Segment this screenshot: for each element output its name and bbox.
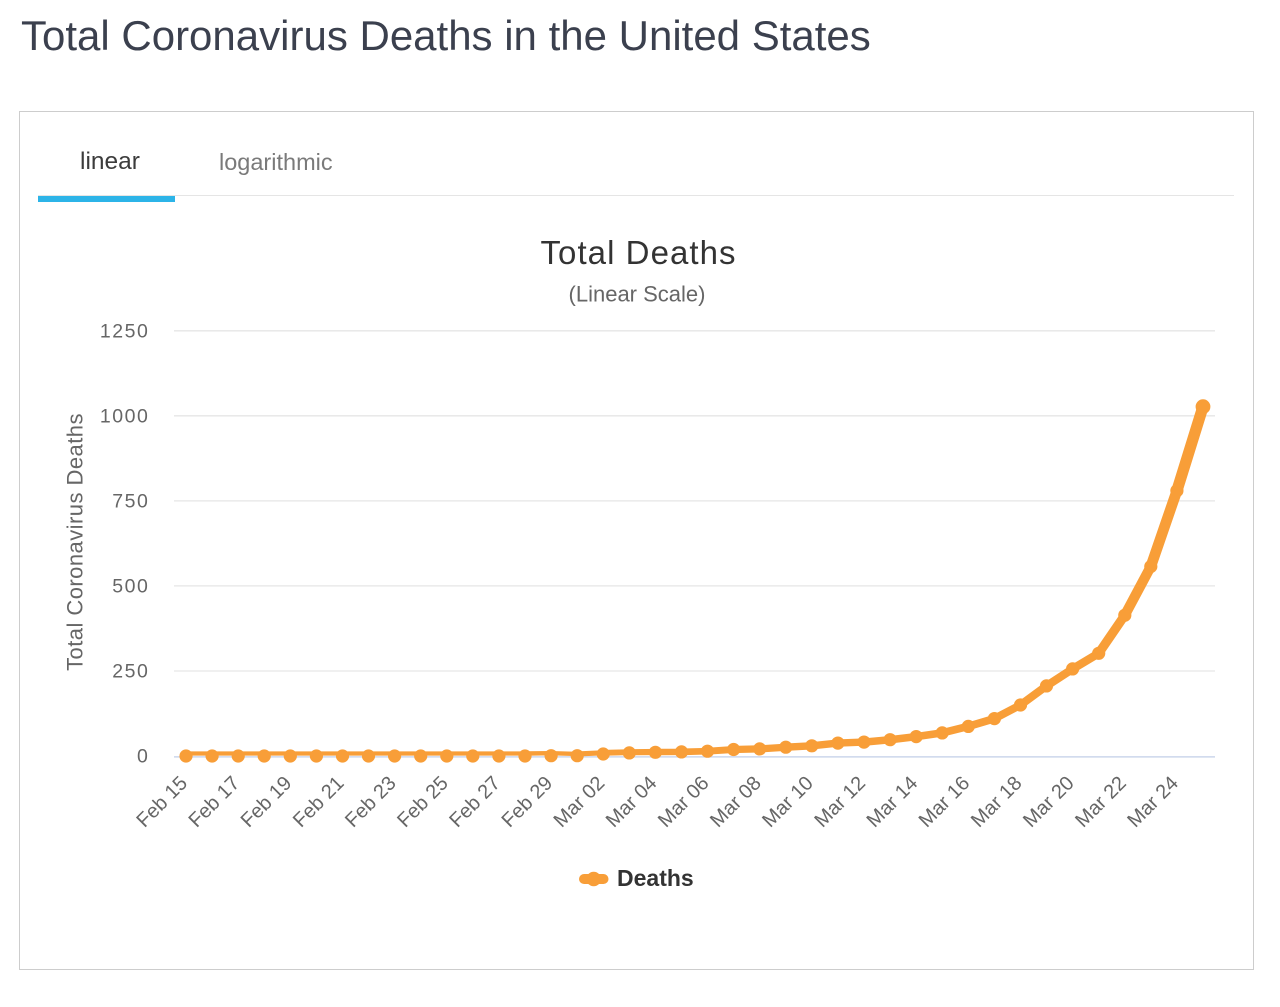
svg-text:Feb 27: Feb 27 xyxy=(445,772,505,832)
svg-text:Mar 16: Mar 16 xyxy=(915,772,975,832)
svg-text:Mar 12: Mar 12 xyxy=(810,772,870,832)
svg-text:Mar 10: Mar 10 xyxy=(758,772,818,832)
svg-text:Mar 06: Mar 06 xyxy=(654,772,714,832)
svg-text:Mar 24: Mar 24 xyxy=(1123,772,1183,832)
svg-text:Mar 04: Mar 04 xyxy=(602,772,662,832)
svg-text:Mar 14: Mar 14 xyxy=(863,772,923,832)
svg-text:250: 250 xyxy=(112,661,149,683)
svg-text:Feb 25: Feb 25 xyxy=(393,772,453,832)
svg-text:Mar 08: Mar 08 xyxy=(706,772,766,832)
svg-text:Feb 19: Feb 19 xyxy=(237,772,297,832)
svg-text:(Linear Scale): (Linear Scale) xyxy=(569,282,706,307)
svg-text:0: 0 xyxy=(137,746,149,768)
svg-text:750: 750 xyxy=(112,491,149,513)
svg-text:Feb 15: Feb 15 xyxy=(132,772,192,832)
svg-text:Feb 17: Feb 17 xyxy=(185,772,245,832)
svg-text:Deaths: Deaths xyxy=(617,865,694,891)
svg-text:Mar 02: Mar 02 xyxy=(550,772,610,832)
svg-text:Mar 18: Mar 18 xyxy=(967,772,1027,832)
svg-text:500: 500 xyxy=(112,576,149,598)
svg-text:1000: 1000 xyxy=(100,406,149,428)
svg-text:Feb 21: Feb 21 xyxy=(289,772,349,832)
svg-text:Total Deaths: Total Deaths xyxy=(541,234,736,271)
svg-text:1250: 1250 xyxy=(100,321,149,343)
svg-text:Mar 20: Mar 20 xyxy=(1019,772,1079,832)
svg-text:Feb 23: Feb 23 xyxy=(341,772,401,832)
svg-text:Mar 22: Mar 22 xyxy=(1071,772,1131,832)
svg-text:Feb 29: Feb 29 xyxy=(498,772,558,832)
svg-text:Total Coronavirus Deaths: Total Coronavirus Deaths xyxy=(63,413,88,671)
